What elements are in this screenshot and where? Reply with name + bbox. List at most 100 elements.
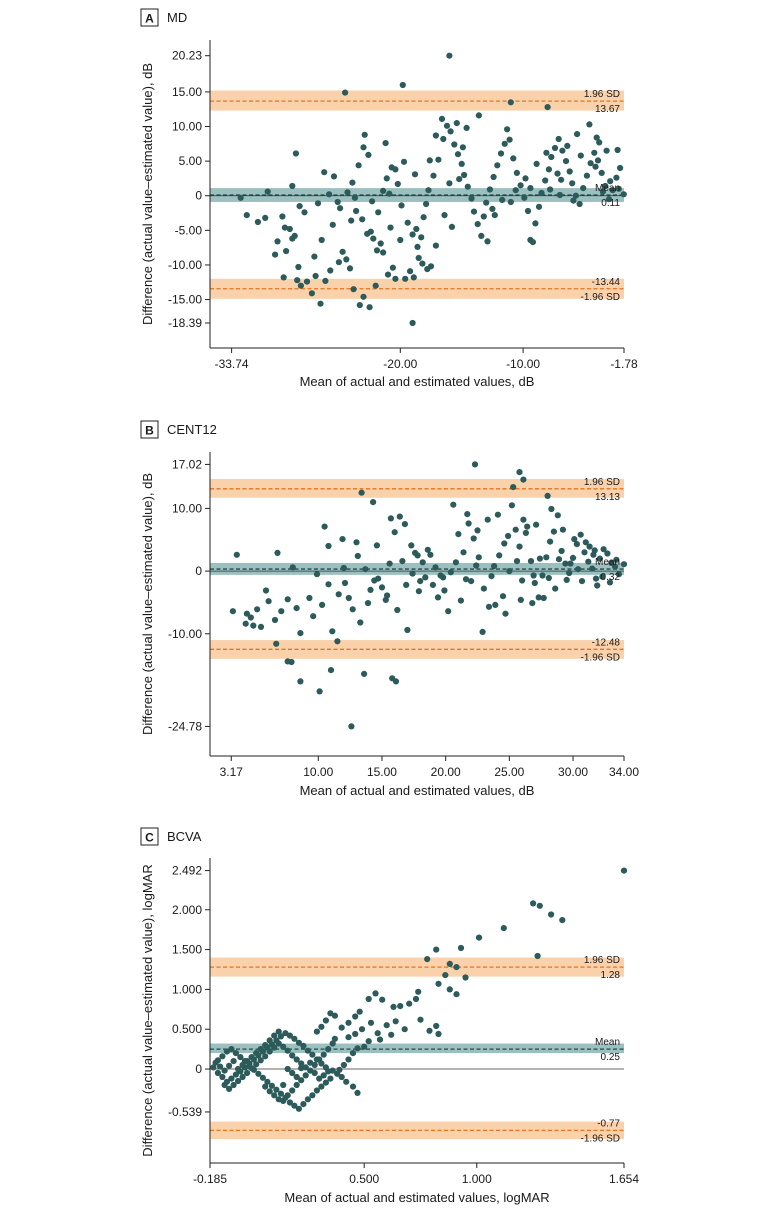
data-point (316, 688, 323, 695)
data-point (313, 1056, 320, 1063)
upper-loa-band (210, 957, 624, 977)
data-point (354, 1089, 361, 1096)
data-point (273, 1086, 280, 1093)
data-point (397, 236, 404, 244)
data-point (475, 934, 483, 941)
data-point (488, 573, 495, 580)
data-point (355, 162, 362, 169)
upper-loa-label: 1.96 SD (584, 955, 620, 966)
data-point (516, 543, 523, 550)
data-point (519, 577, 526, 584)
panel-b-cent12: B CENT12 1.96 SD 13.13 Mean 0.32 -12.48 -1.96 S… (140, 420, 639, 798)
data-point (533, 521, 540, 528)
data-point (371, 577, 378, 584)
data-point (228, 1075, 235, 1082)
data-point (325, 1068, 332, 1075)
data-point (262, 214, 269, 221)
data-point (543, 149, 550, 156)
x-tick-label: 34.00 (609, 765, 639, 779)
data-point (527, 185, 534, 192)
x-tick-label: -33.74 (215, 357, 249, 371)
data-point (280, 1081, 287, 1089)
data-point (359, 216, 366, 223)
data-point (424, 956, 431, 963)
data-point (407, 268, 414, 275)
data-point (281, 224, 288, 231)
data-point (435, 156, 442, 163)
data-point (406, 1000, 413, 1007)
data-point (291, 232, 298, 239)
data-point (580, 185, 587, 192)
data-point (226, 1062, 233, 1069)
data-point (325, 542, 332, 550)
data-point (494, 511, 501, 518)
data-point (274, 238, 281, 245)
data-point (239, 1073, 246, 1081)
data-point (507, 198, 514, 206)
data-point (392, 1018, 399, 1025)
data-point (535, 594, 542, 601)
data-point (334, 198, 341, 206)
data-point (343, 256, 350, 263)
data-point (577, 531, 584, 538)
data-point (342, 89, 349, 96)
data-point (531, 579, 538, 587)
data-point (562, 560, 569, 567)
data-point (339, 248, 346, 255)
data-point (455, 531, 462, 538)
data-point (265, 598, 272, 605)
data-point (322, 1017, 329, 1024)
panel-title: MD (167, 10, 187, 25)
data-point (321, 169, 328, 176)
data-point (291, 1035, 298, 1042)
data-point (387, 515, 394, 522)
data-point (505, 532, 512, 540)
data-point (527, 558, 535, 565)
data-point (512, 526, 519, 533)
data-point (562, 158, 570, 165)
data-point (558, 176, 565, 183)
data-point (293, 1056, 300, 1063)
data-point (512, 187, 519, 194)
x-tick-label: -20.00 (383, 357, 417, 371)
data-point (517, 596, 524, 604)
data-point (409, 319, 416, 327)
y-tick-label: 10.00 (172, 120, 202, 134)
data-point (358, 489, 365, 496)
data-point (304, 1047, 311, 1054)
y-tick-label: 1.500 (172, 943, 202, 957)
data-point (259, 1074, 266, 1081)
data-point (473, 562, 480, 569)
data-point (576, 200, 583, 208)
data-point (408, 542, 415, 549)
data-point (591, 149, 598, 156)
data-point (463, 124, 470, 131)
data-point (320, 1051, 327, 1058)
data-point (468, 195, 475, 202)
upper-loa-label: 1.96 SD (584, 89, 620, 100)
data-point (402, 275, 409, 282)
data-point (296, 203, 303, 210)
data-point (559, 147, 566, 154)
data-point (457, 597, 464, 604)
data-point (212, 1059, 219, 1066)
y-tick-label: 2.492 (172, 864, 202, 878)
data-point (491, 563, 498, 570)
data-point (620, 561, 628, 568)
data-point (350, 286, 357, 293)
data-point (513, 169, 521, 176)
data-point (322, 1079, 329, 1086)
data-point (478, 232, 485, 239)
data-point (507, 99, 514, 106)
upper-loa-value: 13.67 (595, 104, 620, 115)
data-point (337, 205, 344, 212)
data-point (608, 559, 615, 567)
x-tick-label: -10.00 (506, 357, 540, 371)
data-point (605, 196, 613, 203)
data-point (501, 540, 508, 547)
data-point (325, 1046, 332, 1053)
mean-band (210, 1043, 624, 1054)
data-point (383, 175, 390, 182)
lower-loa-label: -1.96 SD (581, 652, 620, 663)
data-point (221, 1067, 228, 1074)
